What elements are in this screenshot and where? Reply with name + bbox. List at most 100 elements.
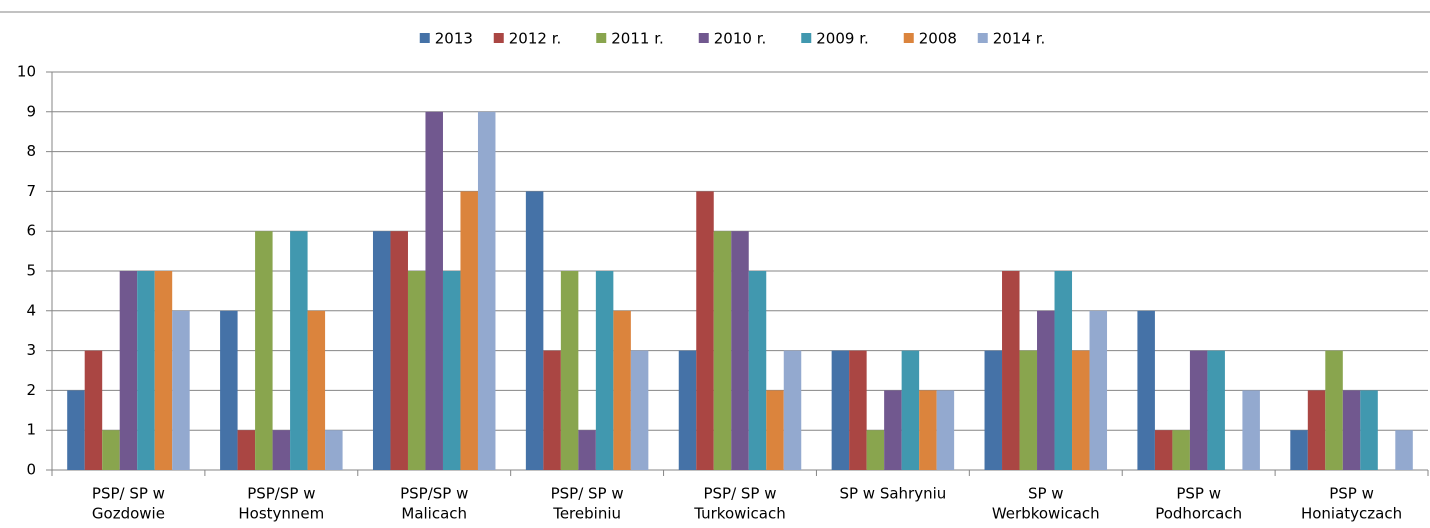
bar — [1172, 430, 1190, 470]
bar — [460, 191, 478, 470]
bar — [849, 350, 867, 470]
bar — [936, 390, 955, 470]
bar — [713, 231, 732, 470]
bar — [525, 191, 544, 470]
y-tick-label: 10 — [17, 63, 36, 81]
x-tick-label: Werbkowicach — [992, 505, 1100, 523]
bar — [390, 231, 408, 470]
bar — [442, 271, 461, 470]
bar — [1189, 350, 1208, 470]
bar — [595, 271, 614, 470]
bar — [696, 191, 714, 470]
bar — [901, 350, 920, 470]
x-tick-label: Podhorcach — [1155, 505, 1242, 523]
bar — [1054, 271, 1073, 470]
x-tick-label: PSP/SP w — [400, 485, 468, 503]
bar — [325, 430, 343, 470]
y-tick-label: 5 — [26, 262, 36, 280]
legend-swatch — [977, 33, 988, 43]
bar — [1395, 430, 1413, 470]
y-tick-label: 6 — [26, 222, 36, 240]
bar — [543, 350, 561, 470]
bar — [984, 350, 1003, 470]
x-tick-label: SP w Sahryniu — [839, 485, 946, 503]
bar — [102, 430, 120, 470]
bar — [220, 310, 238, 470]
x-tick-label: Terebiniu — [552, 505, 621, 523]
bar — [477, 111, 496, 471]
bar — [1290, 430, 1308, 470]
bar — [766, 390, 784, 470]
legend-label: 2009 r. — [816, 30, 869, 48]
bar — [560, 271, 579, 470]
legend-label: 2010 r. — [714, 30, 767, 48]
y-tick-label: 3 — [26, 341, 36, 359]
bar — [678, 350, 697, 470]
x-tick-label: PSP w — [1176, 485, 1221, 503]
bar — [919, 390, 937, 470]
bar — [1360, 390, 1378, 470]
x-tick-label: SP w — [1028, 485, 1064, 503]
bar — [1307, 390, 1326, 470]
bar — [137, 271, 155, 470]
bar — [1154, 430, 1173, 470]
bar — [425, 111, 443, 471]
bar — [578, 430, 596, 470]
bar — [67, 390, 85, 470]
bar — [1342, 390, 1361, 470]
legend-label: 2013 — [435, 30, 473, 48]
bar — [884, 390, 902, 470]
bar — [307, 310, 326, 470]
x-tick-label: PSP/SP w — [247, 485, 315, 503]
bar — [1242, 390, 1260, 470]
bar — [154, 271, 173, 470]
x-tick-label: Hostynnem — [238, 505, 324, 523]
bar — [731, 231, 749, 470]
bar — [831, 350, 850, 470]
legend-swatch — [903, 33, 914, 43]
x-tick-label: Turkowicach — [693, 505, 786, 523]
bar — [255, 231, 273, 470]
x-tick-label: Malicach — [401, 505, 467, 523]
y-tick-label: 8 — [26, 142, 36, 160]
legend-label: 2011 r. — [611, 30, 664, 48]
bar — [1002, 271, 1020, 470]
y-tick-label: 2 — [26, 381, 36, 399]
bar — [783, 350, 802, 470]
bar — [119, 271, 138, 470]
legend-swatch — [801, 33, 812, 43]
legend-label: 2012 r. — [509, 30, 562, 48]
bar — [407, 271, 426, 470]
bar — [237, 430, 256, 470]
x-tick-label: Honiatyczach — [1301, 505, 1402, 523]
y-tick-label: 1 — [26, 421, 36, 439]
bar — [1137, 310, 1155, 470]
bar — [1325, 350, 1343, 470]
x-tick-label: PSP/ SP w — [92, 485, 165, 503]
y-tick-label: 9 — [26, 102, 36, 120]
bar — [172, 310, 190, 470]
y-tick-label: 4 — [26, 301, 36, 319]
bar — [372, 231, 391, 470]
bar — [1019, 350, 1038, 470]
bar — [290, 231, 308, 470]
bar — [1207, 350, 1225, 470]
legend-label: 2014 r. — [993, 30, 1046, 48]
bar — [1037, 310, 1055, 470]
bar — [866, 430, 885, 470]
legend-swatch — [596, 33, 607, 43]
bar — [748, 271, 767, 470]
x-tick-label: PSP/ SP w — [551, 485, 624, 503]
x-tick-label: PSP/ SP w — [703, 485, 776, 503]
y-tick-label: 0 — [26, 461, 36, 479]
legend-label: 2008 — [919, 30, 957, 48]
bar — [272, 430, 291, 470]
x-tick-label: Gozdowie — [92, 505, 165, 523]
x-tick-label: PSP w — [1329, 485, 1374, 503]
y-tick-label: 7 — [26, 182, 36, 200]
bar — [1089, 310, 1108, 470]
legend-swatch — [698, 33, 709, 43]
legend-swatch — [493, 33, 504, 43]
bar — [613, 310, 631, 470]
